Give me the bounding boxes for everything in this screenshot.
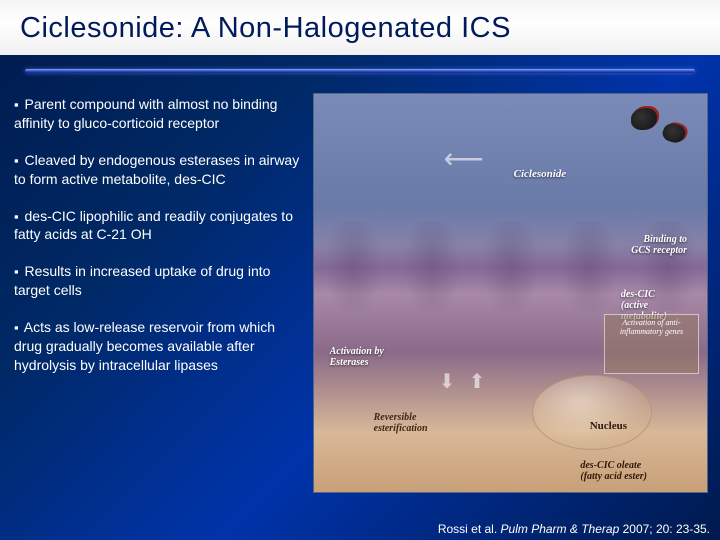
label-nucleus: Nucleus (590, 420, 627, 432)
bullet-text: Cleaved by endogenous esterases in airwa… (14, 152, 299, 187)
bullet-text: Acts as low-release reservoir from which… (14, 319, 275, 373)
square-bullet-icon: ▪ (14, 264, 19, 279)
bullet-item: ▪ des-CIC lipophilic and readily conjuga… (14, 207, 301, 245)
label-reversible: Reversible esterification (374, 412, 428, 434)
slide-title: Ciclesonide: A Non-Halogenated ICS (20, 12, 700, 45)
mechanism-diagram: ⟵ Ciclesonide Binding to GCS receptor de… (313, 93, 708, 493)
square-bullet-icon: ▪ (14, 209, 19, 224)
square-bullet-icon: ▪ (14, 320, 19, 335)
bullet-text: des-CIC lipophilic and readily conjugate… (14, 208, 293, 243)
bullet-item: ▪ Parent compound with almost no binding… (14, 95, 301, 133)
bullet-item: ▪ Acts as low-release reservoir from whi… (14, 318, 301, 375)
bullet-list: ▪ Parent compound with almost no binding… (14, 93, 301, 503)
arrow-up-icon: ⬆ (469, 369, 486, 394)
citation: Rossi et al. Pulm Pharm & Therap 2007; 2… (438, 522, 710, 536)
citation-journal: Pulm Pharm & Therap (501, 522, 620, 536)
molecule-icon (660, 120, 687, 145)
label-ciclesonide: Ciclesonide (514, 168, 567, 180)
bullet-item: ▪ Cleaved by endogenous esterases in air… (14, 151, 301, 189)
label-activation: Activation by Esterases (330, 346, 384, 368)
square-bullet-icon: ▪ (14, 97, 19, 112)
label-oleate: des-CIC oleate (fatty acid ester) (580, 460, 647, 482)
content-row: ▪ Parent compound with almost no binding… (0, 73, 720, 503)
title-band: Ciclesonide: A Non-Halogenated ICS (0, 0, 720, 55)
bullet-text: Parent compound with almost no binding a… (14, 96, 277, 131)
molecule-icon (631, 108, 657, 130)
callout-text: Activation of anti-inflammatory genes (620, 318, 683, 336)
square-bullet-icon: ▪ (14, 153, 19, 168)
citation-authors: Rossi et al. (438, 522, 497, 536)
bullet-text: Results in increased uptake of drug into… (14, 263, 270, 298)
bullet-item: ▪ Results in increased uptake of drug in… (14, 262, 301, 300)
citation-yearpages: 2007; 20: 23-35. (623, 522, 710, 536)
nucleus-shape (532, 375, 652, 450)
callout-box: Activation of anti-inflammatory genes (604, 314, 699, 374)
arrow-icon: ⟵ (444, 142, 484, 175)
label-binding: Binding to GCS receptor (631, 234, 687, 256)
arrow-down-icon: ⬇ (439, 369, 456, 394)
